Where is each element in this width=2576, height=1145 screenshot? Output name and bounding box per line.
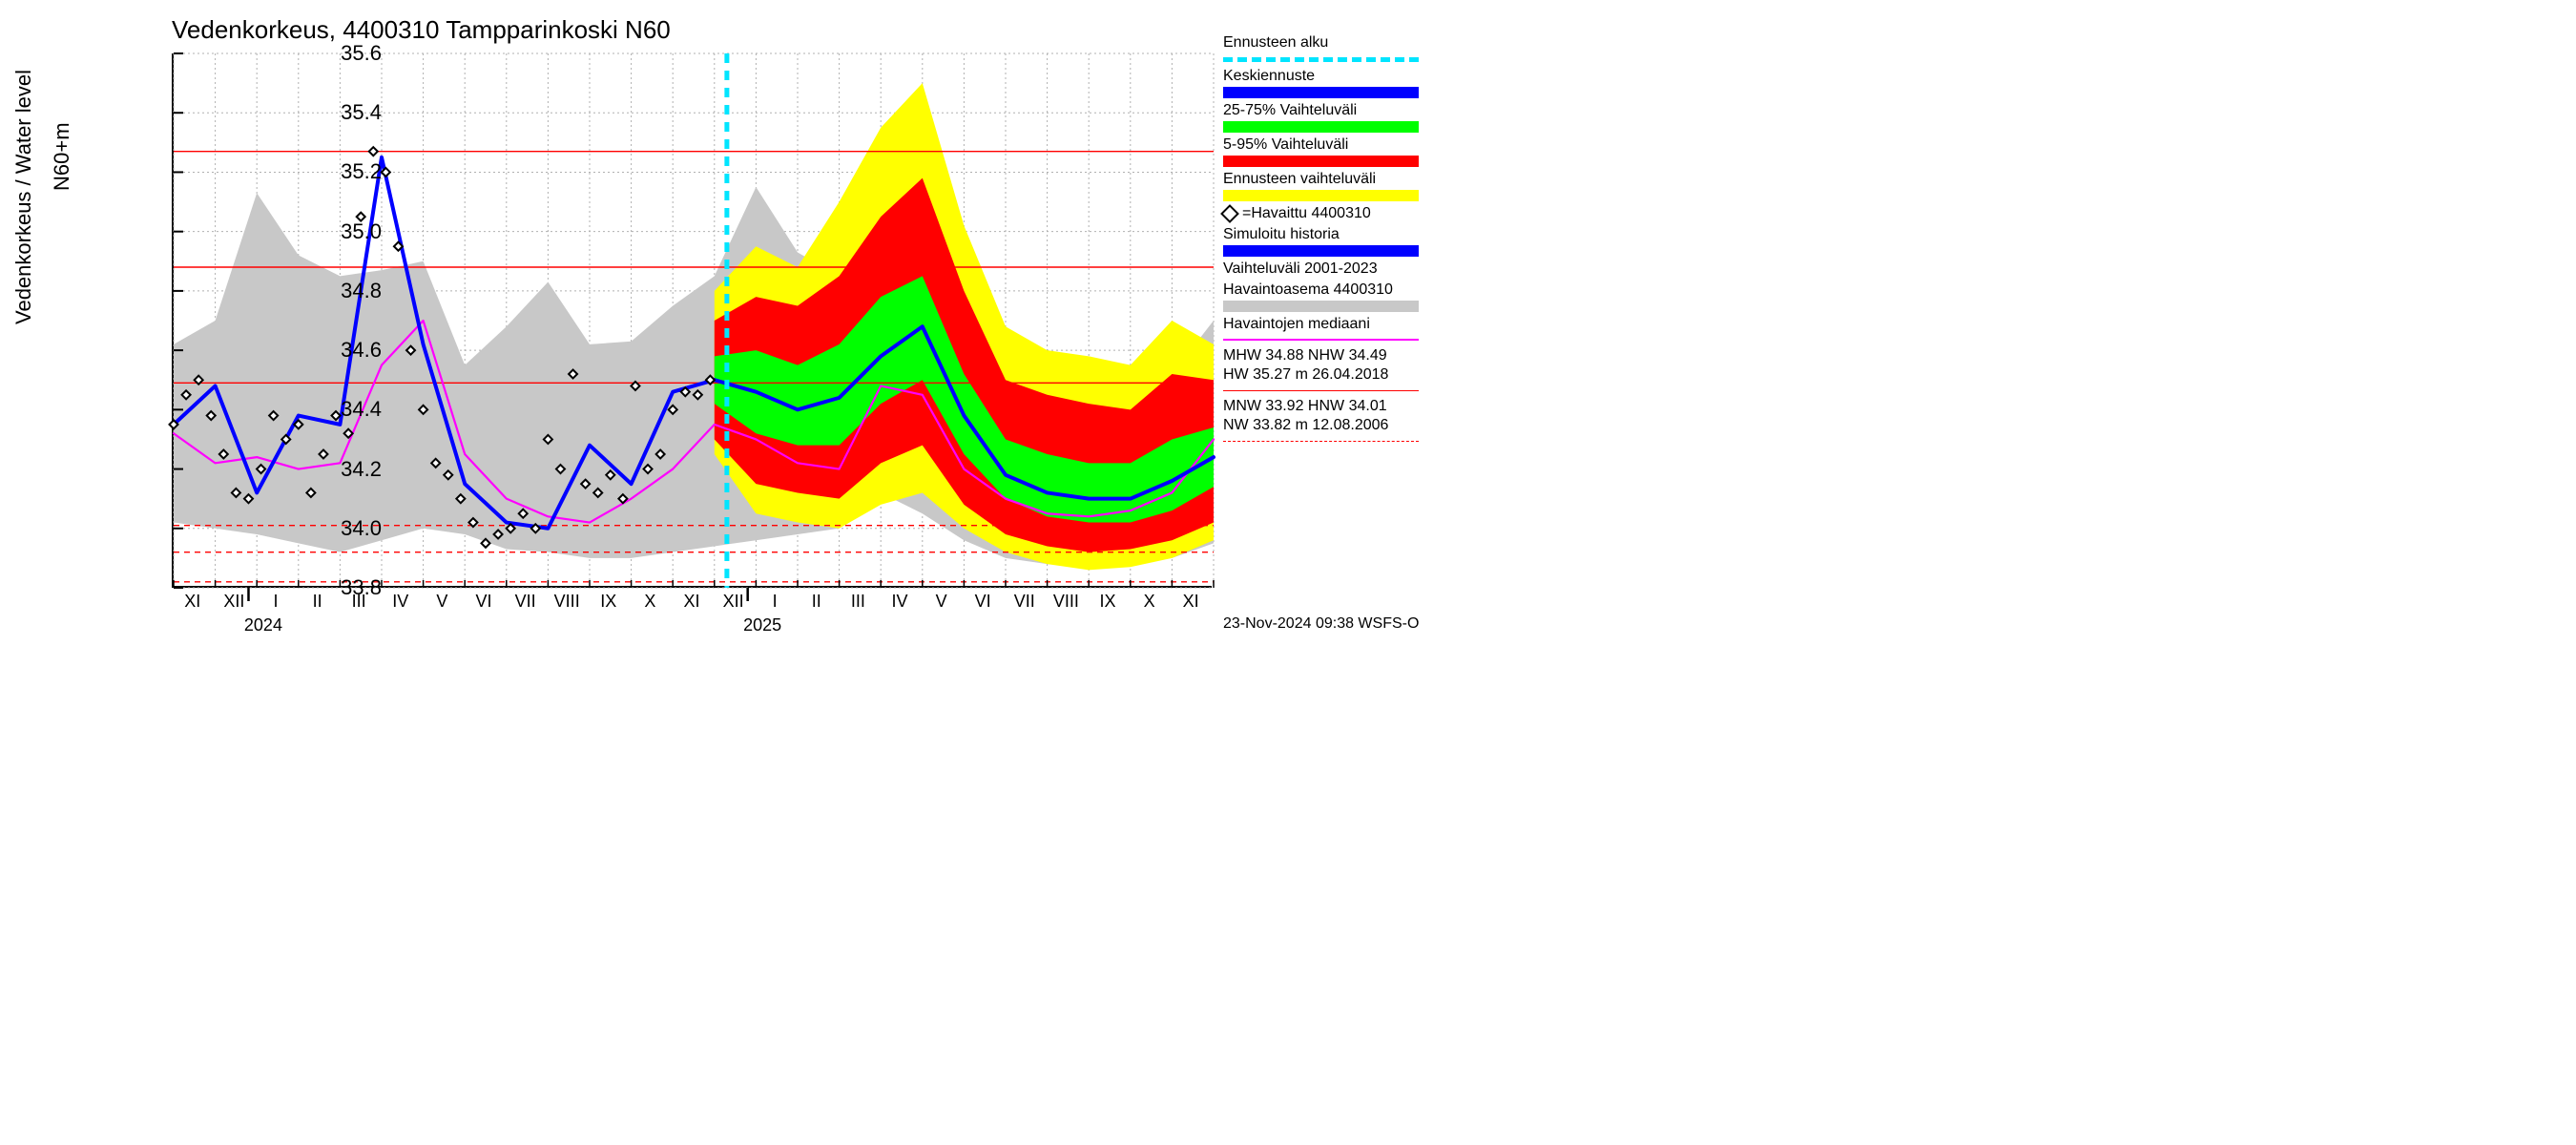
y-tick-label: 34.4	[315, 397, 382, 422]
legend-label: 5-95% Vaihteluväli	[1223, 136, 1423, 154]
stats-line: MHW 34.88 NHW 34.49	[1223, 346, 1423, 365]
x-tick-label: X	[644, 592, 655, 612]
legend-entry: Havaintojen mediaani	[1223, 316, 1423, 341]
legend-swatch	[1223, 245, 1419, 257]
x-tick-label: III	[352, 592, 366, 612]
y-tick-label: 34.2	[315, 457, 382, 482]
diamond-icon	[1220, 204, 1239, 223]
legend-label: Ennusteen alku	[1223, 34, 1423, 52]
y-tick-label: 35.4	[315, 100, 382, 125]
x-tick-label: VI	[475, 592, 491, 612]
legend-stats: MHW 34.88 NHW 34.49HW 35.27 m 26.04.2018	[1223, 346, 1423, 391]
stats-line: MNW 33.92 HNW 34.01	[1223, 397, 1423, 416]
legend-swatch	[1223, 87, 1419, 98]
y-tick-label: 35.2	[315, 159, 382, 184]
y-tick-label: 34.6	[315, 338, 382, 363]
x-tick-label: II	[313, 592, 322, 612]
legend-entry: =Havaittu 4400310	[1223, 205, 1423, 222]
legend-entry: 25-75% Vaihteluväli	[1223, 102, 1423, 133]
x-tick-label: I	[273, 592, 278, 612]
legend-label: Havaintojen mediaani	[1223, 316, 1423, 333]
legend-line	[1223, 57, 1419, 62]
legend-entry: Ennusteen alku	[1223, 34, 1423, 62]
legend-label: Havaintoasema 4400310	[1223, 281, 1423, 299]
plot-area	[172, 53, 1212, 588]
legend-label: Ennusteen vaihteluväli	[1223, 171, 1423, 188]
x-tick-label: IV	[891, 592, 907, 612]
legend-swatch	[1223, 301, 1419, 312]
legend-entry: Keskiennuste	[1223, 68, 1423, 98]
x-tick-label: VIII	[554, 592, 580, 612]
x-tick-label: I	[773, 592, 778, 612]
x-tick-label: VI	[975, 592, 991, 612]
legend-label: Simuloitu historia	[1223, 226, 1423, 243]
stats-line: NW 33.82 m 12.08.2006	[1223, 416, 1423, 435]
y-tick-label: 35.6	[315, 41, 382, 66]
x-tick-label: XII	[223, 592, 244, 612]
legend-entry: 5-95% Vaihteluväli	[1223, 136, 1423, 167]
y-tick-label: 34.8	[315, 279, 382, 303]
legend-swatch	[1223, 190, 1419, 201]
legend-entry: Vaihteluväli 2001-2023	[1223, 260, 1423, 278]
y-axis-label-unit: N60+m	[50, 122, 74, 191]
x-tick-label: VIII	[1053, 592, 1079, 612]
x-tick-label: IX	[600, 592, 616, 612]
x-tick-label: XI	[683, 592, 699, 612]
chart-title: Vedenkorkeus, 4400310 Tampparinkoski N60	[172, 15, 671, 45]
legend-entry: Ennusteen vaihteluväli	[1223, 171, 1423, 201]
legend-label: 25-75% Vaihteluväli	[1223, 102, 1423, 119]
y-tick-label: 33.8	[315, 575, 382, 600]
x-tick-label: V	[436, 592, 447, 612]
x-tick-label: III	[851, 592, 865, 612]
x-tick-label: II	[812, 592, 821, 612]
x-tick-label: X	[1144, 592, 1155, 612]
y-tick-label: 35.0	[315, 219, 382, 244]
legend-swatch	[1223, 121, 1419, 133]
legend-stats: MNW 33.92 HNW 34.01NW 33.82 m 12.08.2006	[1223, 397, 1423, 442]
legend-swatch	[1223, 156, 1419, 167]
x-tick-label: IX	[1099, 592, 1115, 612]
timestamp: 23-Nov-2024 09:38 WSFS-O	[1223, 615, 1419, 633]
x-tick-label: VII	[1014, 592, 1035, 612]
x-tick-label: XI	[184, 592, 200, 612]
year-label: 2025	[743, 615, 781, 635]
y-tick-label: 34.0	[315, 516, 382, 541]
legend-entry: Simuloitu historia	[1223, 226, 1423, 257]
legend-line	[1223, 339, 1419, 341]
x-tick-label: VII	[515, 592, 536, 612]
legend-entry: Havaintoasema 4400310	[1223, 281, 1423, 312]
x-tick-label: IV	[392, 592, 408, 612]
legend: Ennusteen alku Keskiennuste 25-75% Vaihtel…	[1223, 34, 1423, 448]
legend-label: Vaihteluväli 2001-2023	[1223, 260, 1423, 278]
year-label: 2024	[244, 615, 282, 635]
x-tick-label: XII	[723, 592, 744, 612]
y-axis-label-main: Vedenkorkeus / Water level	[11, 70, 36, 324]
x-tick-label: XI	[1183, 592, 1199, 612]
chart-container: Vedenkorkeus, 4400310 Tampparinkoski N60…	[0, 0, 1431, 639]
legend-label: =Havaittu 4400310	[1242, 205, 1371, 221]
legend-line	[1223, 390, 1419, 391]
x-tick-label: V	[936, 592, 947, 612]
stats-line: HW 35.27 m 26.04.2018	[1223, 365, 1423, 385]
plot-svg	[174, 53, 1214, 588]
legend-label: Keskiennuste	[1223, 68, 1423, 85]
legend-line	[1223, 441, 1419, 442]
